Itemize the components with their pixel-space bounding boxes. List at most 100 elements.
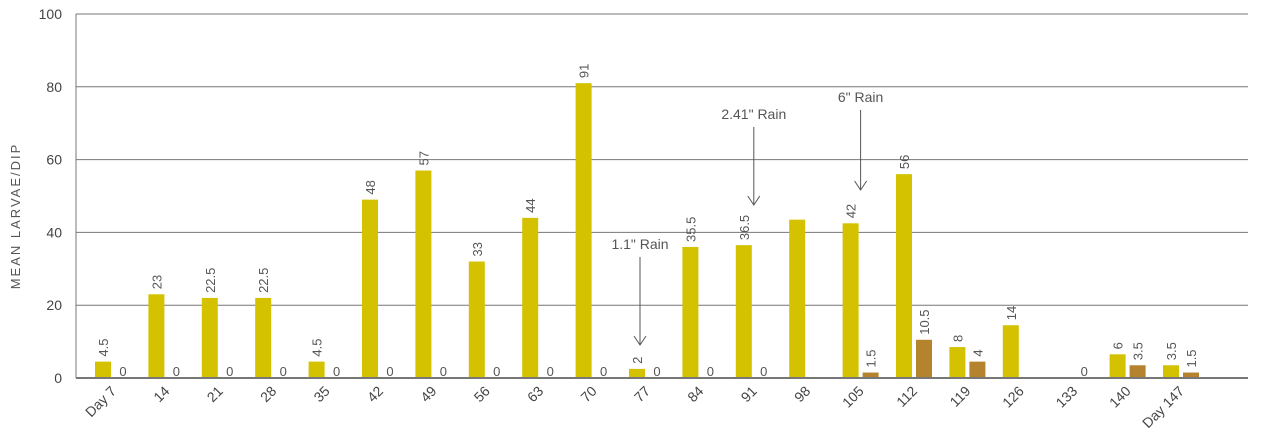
x-tick-label: 91 — [738, 383, 760, 405]
bar — [629, 368, 645, 378]
bar — [916, 339, 932, 378]
bar-value-label: 3.5 — [1131, 342, 1146, 360]
y-tick-labels: 0 20 40 60 80 100 — [39, 6, 63, 386]
bar-value-label: 0 — [653, 364, 660, 379]
y-tick-label: 0 — [54, 370, 62, 386]
bar — [1129, 365, 1146, 378]
y-tick-label: 20 — [46, 297, 62, 313]
bar-value-label: 0 — [386, 364, 393, 379]
bar-value-label: 6 — [1111, 342, 1126, 349]
bar-value-label: 1.5 — [1184, 349, 1199, 367]
bar-value-label: 23 — [149, 275, 164, 289]
bar-value-label: 10.5 — [917, 309, 932, 334]
y-axis-label: MEAN LARVAE/DIP — [8, 143, 23, 290]
x-tick-label: 28 — [257, 383, 279, 405]
bar-value-label: 36.5 — [737, 215, 752, 240]
x-tick-label: Day 147 — [1139, 383, 1187, 431]
bar — [949, 347, 966, 378]
bar — [896, 174, 912, 378]
bar — [522, 217, 539, 378]
bar-value-label: 0 — [1081, 364, 1088, 379]
bar — [1002, 325, 1019, 378]
bar-value-label: 48 — [363, 180, 378, 194]
x-tick-label: 140 — [1106, 383, 1134, 411]
x-tick-label: 49 — [417, 383, 439, 405]
x-tick-label: 77 — [631, 383, 653, 405]
bar — [575, 83, 592, 378]
x-tick-label: 42 — [364, 383, 386, 405]
bar-value-label: 0 — [173, 364, 180, 379]
y-tick-label: 100 — [39, 6, 63, 22]
annotation-arrowhead — [854, 180, 868, 191]
x-tick-label: 21 — [204, 383, 226, 405]
bar-value-label: 0 — [493, 364, 500, 379]
bar — [862, 372, 879, 378]
bar — [735, 245, 752, 378]
bar — [148, 294, 165, 378]
bar-value-label: 35.5 — [683, 217, 698, 242]
bar-value-label: 42 — [844, 204, 859, 218]
x-tick-label: 35 — [310, 383, 332, 405]
bar-value-label: 57 — [416, 151, 431, 165]
bar-value-label: 56 — [897, 155, 912, 169]
gridlines — [75, 13, 1248, 378]
bar-value-label: 44 — [523, 198, 538, 212]
bar — [95, 361, 111, 378]
rain-annotation-label: 1.1" Rain — [611, 236, 668, 252]
bar-value-label: 0 — [600, 364, 607, 379]
bar — [1109, 354, 1126, 378]
y-tick-label: 60 — [46, 152, 62, 168]
bar-value-label: 0 — [547, 364, 554, 379]
bar-value-label: 1.5 — [864, 349, 879, 367]
bar-value-label: 0 — [760, 364, 767, 379]
bar — [1183, 372, 1199, 378]
bar-value-label: 33 — [470, 242, 485, 256]
y-tick-label: 40 — [46, 224, 62, 240]
bar-value-label: 0 — [440, 364, 447, 379]
bar-value-label: 0 — [280, 364, 287, 379]
rain-annotations: 1.1" Rain 2.41" Rain 6" Rain — [611, 89, 883, 346]
annotation-arrowhead — [633, 335, 647, 346]
x-tick-label: 119 — [946, 383, 973, 410]
x-tick-label: 105 — [839, 383, 867, 411]
bar-value-label: 14 — [1004, 306, 1019, 320]
bar-value-label: 22.5 — [256, 268, 271, 293]
x-tick-label: 56 — [471, 383, 493, 405]
bar-value-label: 4.5 — [96, 339, 111, 357]
annotation-arrowhead — [747, 195, 761, 206]
x-tick-label: 84 — [684, 383, 706, 405]
x-tick-label: 70 — [577, 383, 599, 405]
x-tick-label: 14 — [150, 383, 172, 405]
x-tick-label: 133 — [1052, 383, 1080, 411]
bar-value-label: 2 — [630, 357, 645, 364]
bar-value-label: 4.5 — [310, 339, 325, 357]
bar — [255, 297, 272, 378]
bar-value-label: 91 — [577, 64, 592, 78]
bar-value-labels: 4.5 23 22.5 22.5 4.5 48 57 33 44 91 2 35.5 36.5 42 56 8… — [96, 64, 1199, 379]
bar-value-label: 3.5 — [1164, 342, 1179, 360]
x-tick-label: 112 — [893, 383, 920, 410]
bar — [682, 246, 699, 378]
bar-value-label: 0 — [226, 364, 233, 379]
rain-annotation-label: 6" Rain — [838, 89, 883, 105]
bar — [308, 361, 325, 378]
x-tick-label: 126 — [999, 383, 1027, 411]
bar — [201, 297, 218, 378]
x-tick-label: Day 7 — [82, 383, 119, 420]
bar-value-label: 0 — [119, 364, 126, 379]
bar-value-label: 0 — [707, 364, 714, 379]
bar — [468, 261, 485, 378]
bar — [969, 361, 986, 378]
bar-value-label: 4 — [970, 349, 985, 356]
x-tick-label: 98 — [791, 383, 813, 405]
bar — [1163, 365, 1179, 378]
bar — [789, 219, 806, 378]
y-tick-label: 80 — [46, 79, 62, 95]
bar — [842, 223, 859, 378]
rain-annotation-label: 2.41" Rain — [721, 106, 786, 122]
bar-value-label: 0 — [333, 364, 340, 379]
bars — [95, 83, 1199, 378]
x-tick-labels: Day 7 14 21 28 35 42 49 56 63 70 77 84 91 98 105 112 119… — [82, 383, 1187, 431]
bar-value-label: 8 — [950, 335, 965, 342]
